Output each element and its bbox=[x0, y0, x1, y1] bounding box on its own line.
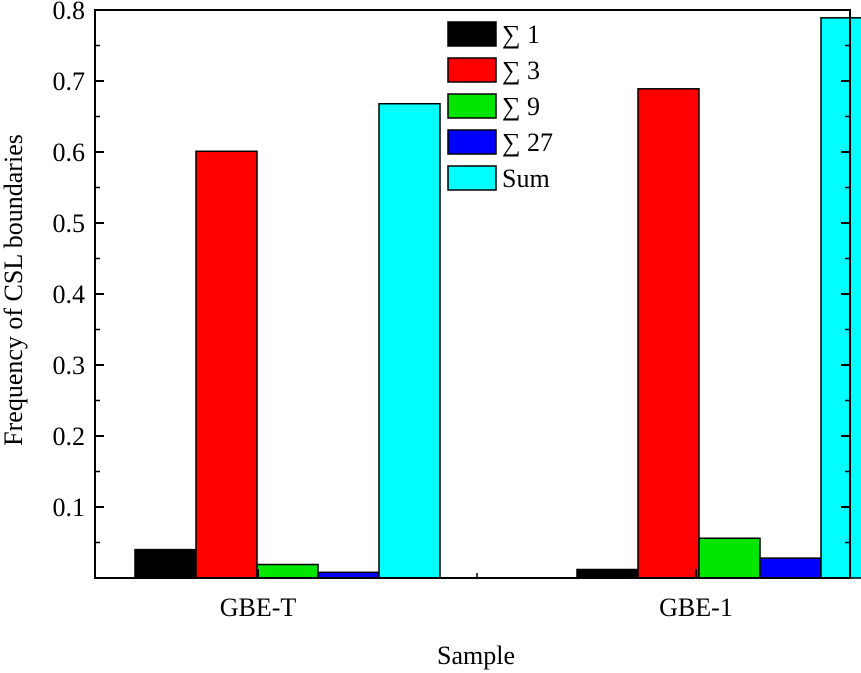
legend-label: ∑ 1 bbox=[502, 20, 540, 49]
bar-gbe-t-series-2 bbox=[195, 150, 258, 579]
bar-gbe-t-series-5 bbox=[378, 102, 441, 579]
legend-label: ∑ 9 bbox=[502, 92, 540, 121]
legend-label: ∑ 27 bbox=[502, 128, 553, 157]
y-tick-label: 0.4 bbox=[53, 280, 86, 309]
bar-gbe-t-series-3 bbox=[256, 563, 319, 579]
y-tick-label: 0.3 bbox=[53, 351, 86, 380]
bar-gbe-1-series-2 bbox=[637, 88, 700, 579]
y-tick-label: 0.7 bbox=[53, 67, 86, 96]
legend-swatch bbox=[447, 93, 497, 119]
y-axis-title: Frequency of CSL boundaries bbox=[0, 134, 28, 446]
y-tick-label: 0.2 bbox=[53, 422, 86, 451]
bar-gbe-1-series-3 bbox=[698, 537, 761, 579]
y-tick-label: 0.6 bbox=[53, 138, 86, 167]
legend: ∑ 1 ∑ 3 ∑ 9 ∑ 27 Sum bbox=[447, 20, 553, 193]
legend-swatch bbox=[447, 165, 497, 191]
bar-gbe-1-series-1 bbox=[576, 568, 639, 579]
bar-gbe-1-series-5 bbox=[820, 17, 861, 579]
bar-gbe-1-series-4 bbox=[759, 557, 822, 579]
x-tick-label: GBE-T bbox=[220, 593, 297, 622]
legend-label: Sum bbox=[502, 164, 550, 193]
y-tick-label: 0.5 bbox=[53, 209, 86, 238]
legend-swatch bbox=[447, 57, 497, 83]
x-tick-label: GBE-1 bbox=[659, 593, 733, 622]
y-tick-label: 0.8 bbox=[53, 0, 86, 25]
bars-group bbox=[134, 17, 861, 579]
legend-label: ∑ 3 bbox=[502, 56, 540, 85]
bar-gbe-t-series-1 bbox=[134, 548, 197, 579]
legend-swatch bbox=[447, 129, 497, 155]
ticks-group: 0.1 0.2 0.3 0.4 0.5 0.6 0.7 0.8 GBE-T GBE-1 bbox=[53, 0, 850, 622]
x-axis-title: Sample bbox=[437, 641, 515, 670]
legend-swatch bbox=[447, 21, 497, 47]
y-tick-label: 0.1 bbox=[53, 493, 86, 522]
